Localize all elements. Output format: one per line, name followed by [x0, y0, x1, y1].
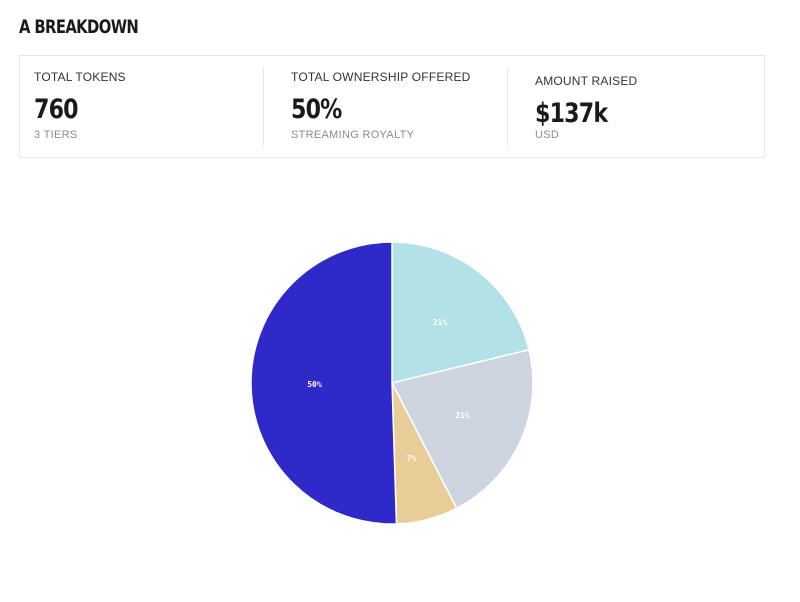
divider	[507, 68, 508, 146]
stat-value: 760	[34, 94, 79, 125]
pie-slice	[391, 241, 530, 384]
pie-slice-label: 7%	[407, 454, 417, 463]
stat-value: 50%	[291, 94, 342, 125]
pie-slice-label: 21%	[455, 411, 470, 420]
stat-sub: STREAMING ROYALTY	[291, 129, 415, 141]
page-title: A BREAKDOWN	[19, 16, 139, 38]
stat-value: $137k	[535, 98, 608, 129]
stat-label: AMOUNT RAISED	[535, 74, 638, 88]
stat-sub: USD	[535, 129, 560, 141]
stat-sub: 3 TIERS	[34, 129, 78, 141]
stat-label: TOTAL OWNERSHIP OFFERED	[291, 70, 471, 84]
stats-panel: TOTAL TOKENS 760 3 TIERS TOTAL OWNERSHIP…	[19, 55, 765, 158]
pie-slice-label: 50%	[307, 380, 322, 389]
divider	[263, 68, 264, 146]
pie-slice	[250, 241, 398, 525]
pie-slice-label: 21%	[433, 318, 448, 327]
pie-slice	[390, 348, 534, 510]
stat-label: TOTAL TOKENS	[34, 70, 126, 84]
